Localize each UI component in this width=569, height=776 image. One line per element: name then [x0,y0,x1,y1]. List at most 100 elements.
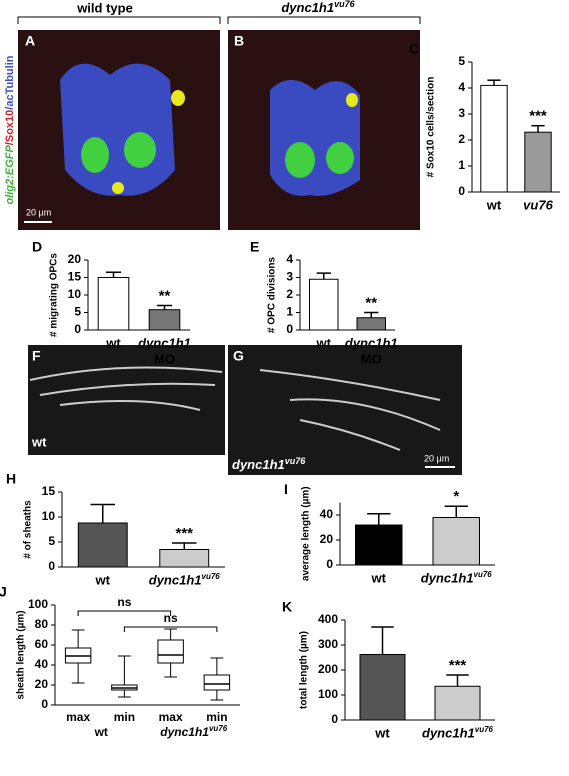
bar [77,522,128,568]
bar [356,317,386,331]
significance: ns [164,611,178,625]
x-tick-sublabel: MO [154,351,175,366]
panel-letter: K [282,599,292,615]
bar [432,517,480,566]
y-tick-label: 4 [286,252,293,266]
significance: *** [449,657,467,674]
y-tick-label: 5 [458,54,465,68]
image-g: G dync1h1vu76 20 µm [228,345,462,475]
significance: ** [365,294,377,311]
y-tick-label: 80 [35,617,49,631]
superscript: vu76 [475,725,494,734]
superscript: vu76 [209,724,228,733]
x-tick-label: vu76 [523,197,553,212]
scale-label: 20 µm [424,453,449,463]
panel-letter: C [409,41,419,57]
panel-letter: D [32,239,42,255]
superscript: vu76 [474,570,493,579]
header: dync1h1vu76 [281,0,355,15]
comparison-bracket [77,610,172,616]
panel-letter: E [250,239,259,255]
significance: ns [117,595,131,609]
bar [148,309,181,331]
y-tick-label: 0 [458,184,465,198]
box [203,674,231,691]
x-tick-label: dync1h1 [138,335,191,350]
x-tick-label: wt [486,197,502,212]
x-tick-label: wt [95,572,111,587]
side-label: olig2:EGFP/Sox10/acTubulin [4,55,16,204]
image-label: wt [31,434,47,449]
x-tick-label: min [206,710,227,724]
y-tick-label: 15 [68,270,82,284]
image-a: A 20 µm [18,30,220,230]
x-tick-label: dync1h1vu76 [422,725,494,740]
y-tick-label: 3 [458,106,465,120]
y-tick-label: 100 [318,687,338,701]
y-tick-label: 100 [28,597,48,611]
y-tick-label: 2 [458,132,465,146]
y-tick-label: 40 [35,657,49,671]
bar [480,84,508,193]
bar [359,654,406,721]
y-tick-label: 0 [41,697,48,711]
x-tick-sublabel: MO [361,351,382,366]
y-tick-label: 200 [318,662,338,676]
y-tick-label: 5 [74,305,81,319]
y-tick-label: 20 [320,532,334,546]
y-tick-label: 0 [326,557,333,571]
y-tick-label: 15 [42,484,56,498]
image-label: dync1h1vu76 [232,456,306,472]
y-axis-label: average length (µm) [301,486,312,581]
box [157,639,184,664]
x-tick-label: max [159,710,183,724]
y-tick-label: 5 [48,534,55,548]
x-tick-label: wt [105,335,121,350]
significance: ** [159,287,171,304]
y-tick-label: 3 [286,270,293,284]
bar [355,524,403,566]
y-tick-label: 0 [331,712,338,726]
bar [524,131,552,193]
y-tick-label: 0 [48,559,55,573]
x-tick-label: min [114,710,135,724]
header: wild type [76,0,133,15]
significance: * [453,488,459,505]
y-tick-label: 1 [286,305,293,319]
y-axis-label: # Sox10 cells/section [426,77,437,178]
x-tick-label: dync1h1vu76 [149,572,221,587]
y-tick-label: 300 [318,637,338,651]
x-tick-label: dync1h1 [345,335,398,350]
y-tick-label: 60 [35,637,49,651]
y-axis-label: # OPC divisions [267,256,278,333]
bracket [227,16,421,24]
significance: *** [175,525,193,542]
scale-label: 20 µm [26,207,51,217]
group-label: wt [94,725,108,739]
panel-letter: H [6,471,16,487]
bar [434,685,481,721]
y-axis-label: # migrating OPCs [49,253,60,337]
superscript: vu76 [202,572,221,581]
panel-letter: J [0,584,7,600]
y-tick-label: 10 [42,509,56,523]
y-tick-label: 1 [458,158,465,172]
x-tick-label: wt [371,570,387,585]
y-tick-label: 40 [320,507,334,521]
y-tick-label: 0 [74,322,81,336]
y-tick-label: 4 [458,80,465,94]
y-tick-label: 400 [318,612,338,626]
bracket [17,16,221,24]
significance: *** [529,108,547,125]
header-brackets [17,16,421,24]
panel-letter: F [32,348,41,364]
x-tick-label: wt [316,335,332,350]
y-axis-label: sheath length (µm) [16,610,27,699]
panel-letter: G [233,348,244,364]
y-axis-label: total length (µm) [299,631,310,709]
y-tick-label: 0 [286,322,293,336]
bar [159,549,210,568]
x-tick-label: dync1h1vu76 [421,570,493,585]
y-tick-label: 2 [286,287,293,301]
